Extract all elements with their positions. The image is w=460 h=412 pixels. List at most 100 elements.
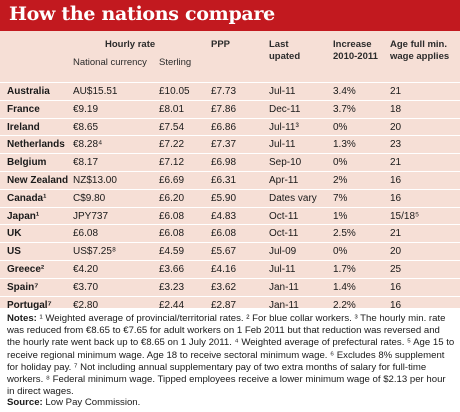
last-updated-cell: Jan-11	[269, 299, 299, 311]
ppp-cell: £4.16	[211, 263, 237, 275]
country-cell: Japan¹	[7, 210, 40, 222]
country-cell: US	[7, 246, 21, 258]
last-updated-cell: Jul-11	[269, 86, 296, 97]
increase-cell: 2.2%	[333, 299, 356, 311]
ppp-cell: £7.37	[211, 139, 237, 151]
header-ppp: PPP	[211, 39, 231, 50]
country-cell: Spain⁷	[7, 281, 39, 293]
table-row: New Zealand NZ$13.00 £6.69 £6.31 Apr-11 2% 16	[0, 170, 460, 189]
ppp-cell: £5.90	[211, 192, 237, 204]
ppp-cell: £2.87	[211, 299, 237, 311]
national-currency-cell: €8.65	[73, 121, 99, 133]
ppp-cell: £7.73	[211, 86, 237, 97]
last-updated-cell: Jul-11³	[269, 121, 299, 133]
sterling-cell: £6.08	[159, 228, 185, 240]
sterling-cell: £7.12	[159, 157, 185, 169]
last-updated-cell: Sep-10	[269, 157, 302, 169]
ppp-cell: £4.83	[211, 210, 237, 222]
table-row: Australia AU$15.51 £10.05 £7.73 Jul-11 3.4% 21	[0, 82, 460, 100]
increase-cell: 3.7%	[333, 103, 356, 115]
notes-text: ¹ Weighted average of provincial/territo…	[7, 313, 455, 398]
increase-cell: 0%	[333, 246, 348, 258]
title-bar: How the nations compare	[0, 0, 460, 31]
age-cell: 21	[390, 157, 402, 169]
notes-label: Notes:	[7, 313, 37, 324]
footnotes: Notes: ¹ Weighted average of provincial/…	[7, 313, 455, 398]
header-last-updated-line2: upated	[269, 51, 301, 62]
country-cell: Belgium	[7, 157, 47, 169]
increase-cell: 1.3%	[333, 139, 356, 151]
ppp-cell: £5.67	[211, 246, 237, 258]
national-currency-cell: AU$15.51	[73, 86, 118, 97]
ppp-cell: £7.86	[211, 103, 237, 115]
ppp-cell: £6.31	[211, 174, 237, 186]
header-age-line1: Age full min.	[390, 39, 447, 50]
last-updated-cell: Dates vary	[269, 192, 317, 204]
table-row: US US$7.25⁸ £4.59 £5.67 Jul-09 0% 20	[0, 242, 460, 260]
sterling-cell: £8.01	[159, 103, 185, 115]
national-currency-cell: NZ$13.00	[73, 174, 117, 186]
national-currency-cell: JPY737	[73, 210, 109, 222]
table-body: Australia AU$15.51 £10.05 £7.73 Jul-11 3.4% 21…	[0, 82, 460, 313]
national-currency-cell: £6.08	[73, 228, 99, 240]
last-updated-cell: Jan-11	[269, 281, 299, 293]
increase-cell: 3.4%	[333, 86, 356, 97]
sterling-cell: £10.05	[159, 86, 190, 97]
national-currency-cell: C$9.80	[73, 192, 106, 204]
sterling-cell: £4.59	[159, 246, 185, 258]
national-currency-cell: €8.17	[73, 157, 99, 169]
national-currency-cell: US$7.25⁸	[73, 246, 117, 258]
header-increase-line2: 2010-2011	[333, 51, 378, 62]
age-cell: 21	[390, 86, 402, 97]
sterling-cell: £6.08	[159, 210, 185, 222]
page-title: How the nations compare	[9, 3, 275, 25]
increase-cell: 1%	[333, 210, 348, 222]
header-hourly-rate: Hourly rate	[105, 39, 156, 50]
table-row: Portugal⁷ €2.80 £2.44 £2.87 Jan-11 2.2% 16	[0, 295, 460, 314]
header-age-line2: wage applies	[390, 51, 450, 62]
table-row: Spain⁷ €3.70 £3.23 £3.62 Jan-11 1.4% 16	[0, 277, 460, 296]
age-cell: 16	[390, 192, 402, 204]
age-cell: 21	[390, 228, 402, 240]
source-label: Source:	[7, 397, 43, 408]
age-cell: 16	[390, 174, 402, 186]
country-cell: Australia	[7, 86, 50, 97]
sterling-cell: £7.22	[159, 139, 185, 151]
header-last-updated-line1: Last	[269, 39, 289, 50]
increase-cell: 7%	[333, 192, 348, 204]
table-row: France €9.19 £8.01 £7.86 Dec-11 3.7% 18	[0, 99, 460, 118]
country-cell: New Zealand	[7, 174, 69, 186]
source-text: Low Pay Commission.	[42, 397, 141, 408]
sterling-cell: £7.54	[159, 121, 185, 133]
sterling-cell: £6.69	[159, 174, 185, 186]
last-updated-cell: Dec-11	[269, 103, 301, 115]
country-cell: UK	[7, 228, 22, 240]
last-updated-cell: Jul-11	[269, 263, 296, 275]
ppp-cell: £6.98	[211, 157, 237, 169]
ppp-cell: £6.08	[211, 228, 237, 240]
table-row: Belgium €8.17 £7.12 £6.98 Sep-10 0% 21	[0, 153, 460, 171]
national-currency-cell: €8.28⁴	[73, 139, 103, 151]
age-cell: 23	[390, 139, 402, 151]
sterling-cell: £3.23	[159, 281, 185, 293]
sterling-cell: £3.66	[159, 263, 185, 275]
country-cell: Netherlands	[7, 139, 65, 151]
last-updated-cell: Oct-11	[269, 210, 299, 222]
ppp-cell: £6.86	[211, 121, 237, 133]
age-cell: 25	[390, 263, 402, 275]
table-row: Ireland €8.65 £7.54 £6.86 Jul-11³ 0% 20	[0, 117, 460, 136]
age-cell: 20	[390, 246, 402, 258]
country-cell: France	[7, 103, 40, 115]
table-row: UK £6.08 £6.08 £6.08 Oct-11 2.5% 21	[0, 224, 460, 242]
table-panel: Hourly rate National currency Sterling P…	[0, 31, 460, 311]
header-national-currency: National currency	[73, 57, 147, 68]
increase-cell: 2.5%	[333, 228, 356, 240]
last-updated-cell: Jul-09	[269, 246, 297, 258]
age-cell: 18	[390, 103, 402, 115]
national-currency-cell: €4.20	[73, 263, 99, 275]
header-increase-line1: Increase	[333, 39, 372, 50]
table-row: Netherlands €8.28⁴ £7.22 £7.37 Jul-11 1.3% 23	[0, 135, 460, 153]
national-currency-cell: €3.70	[73, 281, 99, 293]
country-cell: Canada¹	[7, 192, 47, 204]
